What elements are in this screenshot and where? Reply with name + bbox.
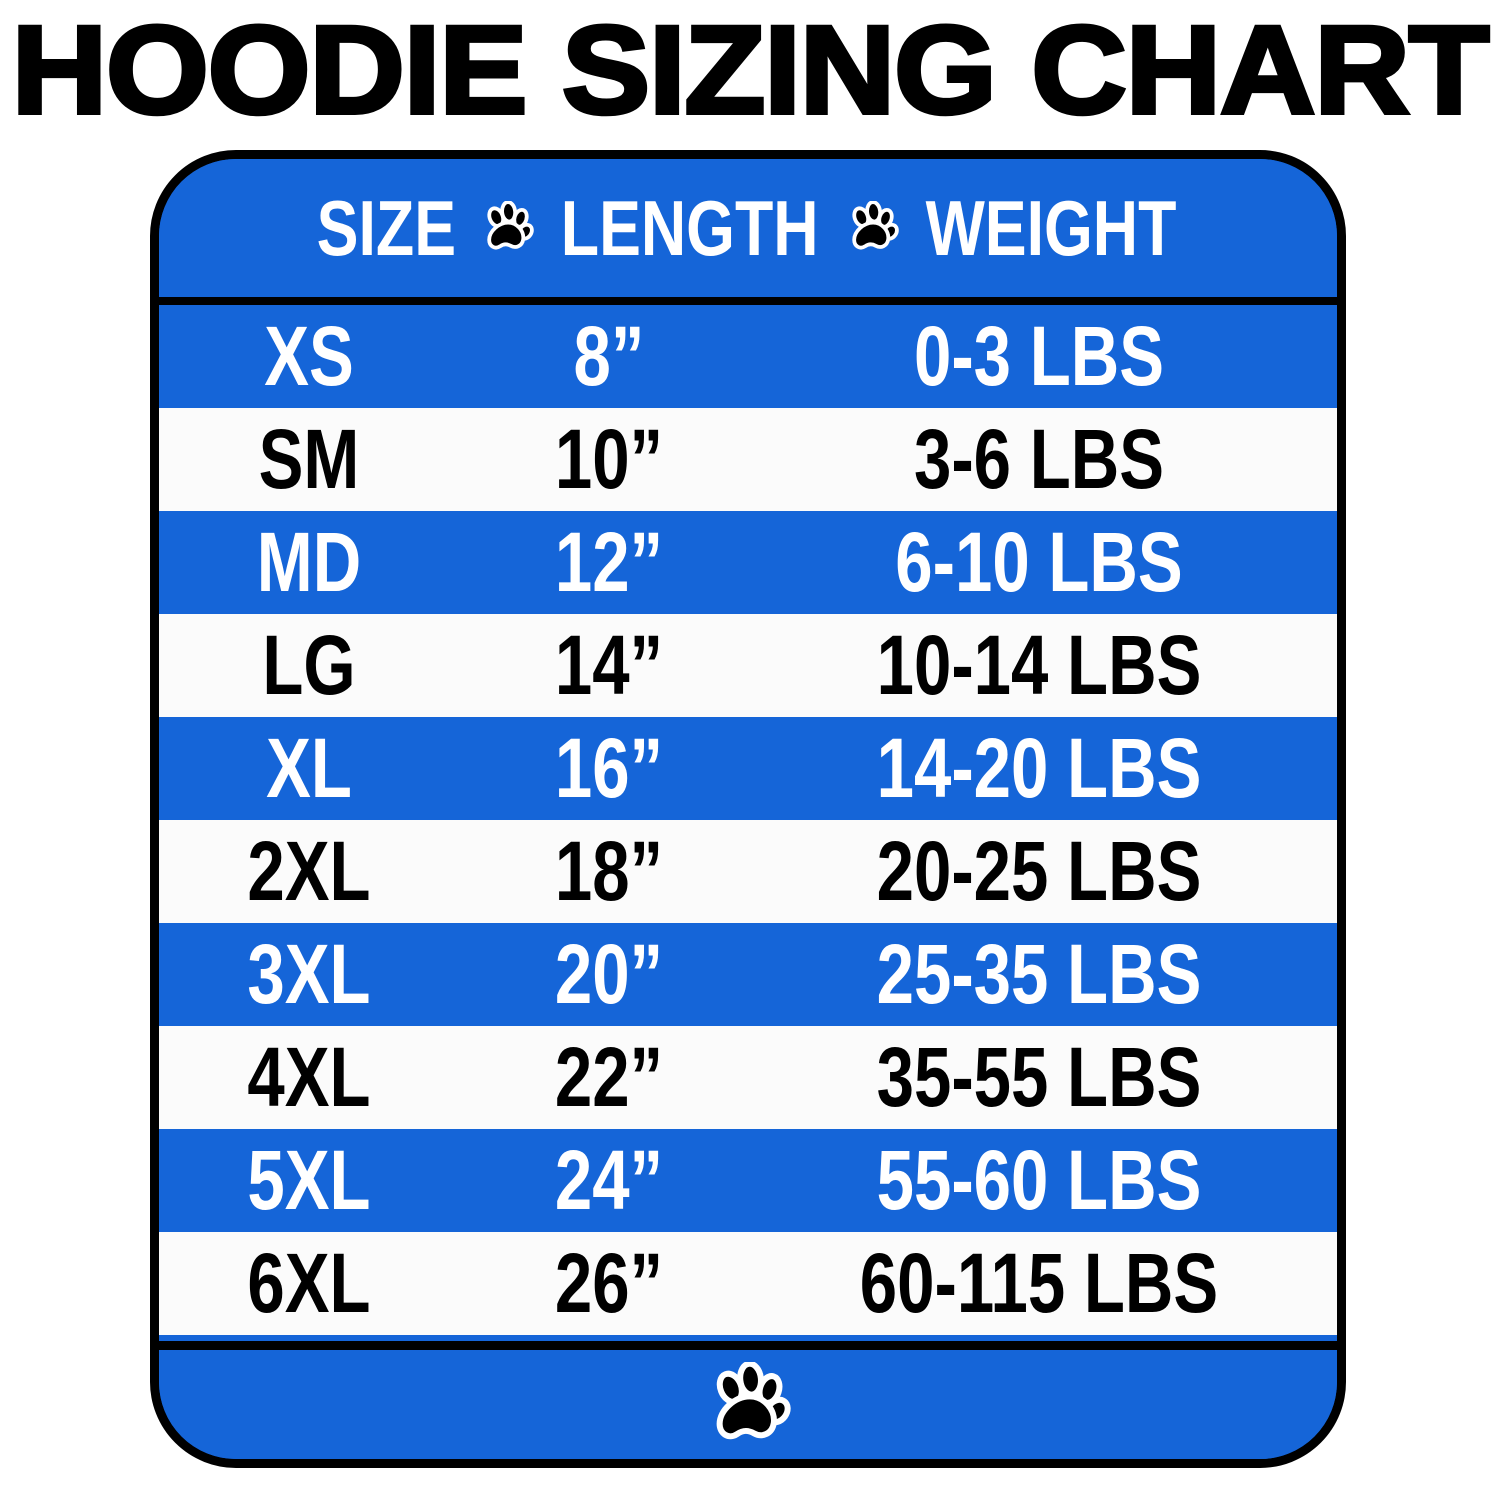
- size-cell: XL: [266, 721, 352, 816]
- weight-cell: 35-55 LBS: [876, 1030, 1202, 1125]
- sizing-table: SIZE LENGTH: [159, 159, 1337, 1335]
- sizing-chart-card: SIZE LENGTH: [150, 150, 1346, 1468]
- length-cell: 8”: [573, 309, 645, 404]
- column-header-size: SIZE: [316, 184, 457, 272]
- length-cell: 24”: [554, 1133, 664, 1228]
- size-cell: XS: [264, 309, 354, 404]
- paw-icon: [705, 1361, 791, 1448]
- length-cell: 26”: [554, 1236, 664, 1331]
- table-row: SM 10” 3-6 LBS: [159, 408, 1337, 511]
- weight-cell: 3-6 LBS: [913, 412, 1165, 507]
- table-row: 5XL 24” 55-60 LBS: [159, 1129, 1337, 1232]
- length-cell: 14”: [554, 618, 664, 713]
- weight-cell: 25-35 LBS: [876, 927, 1202, 1022]
- paw-icon: [480, 201, 534, 255]
- table-row: 2XL 18” 20-25 LBS: [159, 820, 1337, 923]
- size-cell: 6XL: [247, 1236, 371, 1331]
- length-cell: 12”: [554, 515, 664, 610]
- weight-cell: 6-10 LBS: [895, 515, 1183, 610]
- weight-cell: 10-14 LBS: [876, 618, 1202, 713]
- table-row: 6XL 26” 60-115 LBS: [159, 1232, 1337, 1335]
- size-cell: 3XL: [247, 927, 371, 1022]
- page-title: HOODIE SIZING CHART: [9, 0, 1491, 141]
- column-header-weight: WEIGHT: [925, 184, 1177, 272]
- size-cell: SM: [258, 412, 360, 507]
- size-cell: 2XL: [247, 824, 371, 919]
- length-cell: 16”: [554, 721, 664, 816]
- size-cell: MD: [256, 515, 362, 610]
- length-cell: 20”: [554, 927, 664, 1022]
- table-row: XL 16” 14-20 LBS: [159, 717, 1337, 820]
- table-row: 4XL 22” 35-55 LBS: [159, 1026, 1337, 1129]
- table-body: XS 8” 0-3 LBS SM 10” 3-6 LBS MD 12” 6-10 LBS LG 14…: [159, 305, 1337, 1335]
- weight-cell: 20-25 LBS: [876, 824, 1202, 919]
- column-header-length: LENGTH: [560, 184, 819, 272]
- size-cell: 4XL: [247, 1030, 371, 1125]
- length-cell: 10”: [554, 412, 664, 507]
- table-row: XS 8” 0-3 LBS: [159, 305, 1337, 408]
- length-cell: 22”: [554, 1030, 664, 1125]
- size-cell: LG: [262, 618, 356, 713]
- table-header-row: SIZE LENGTH: [159, 159, 1337, 305]
- weight-cell: 60-115 LBS: [859, 1236, 1219, 1331]
- paw-icon: [845, 201, 899, 255]
- table-row: LG 14” 10-14 LBS: [159, 614, 1337, 717]
- weight-cell: 55-60 LBS: [876, 1133, 1202, 1228]
- table-row: MD 12” 6-10 LBS: [159, 511, 1337, 614]
- table-row: 3XL 20” 25-35 LBS: [159, 923, 1337, 1026]
- card-footer: [159, 1341, 1337, 1459]
- size-cell: 5XL: [247, 1133, 371, 1228]
- weight-cell: 14-20 LBS: [876, 721, 1202, 816]
- length-cell: 18”: [554, 824, 664, 919]
- weight-cell: 0-3 LBS: [913, 309, 1165, 404]
